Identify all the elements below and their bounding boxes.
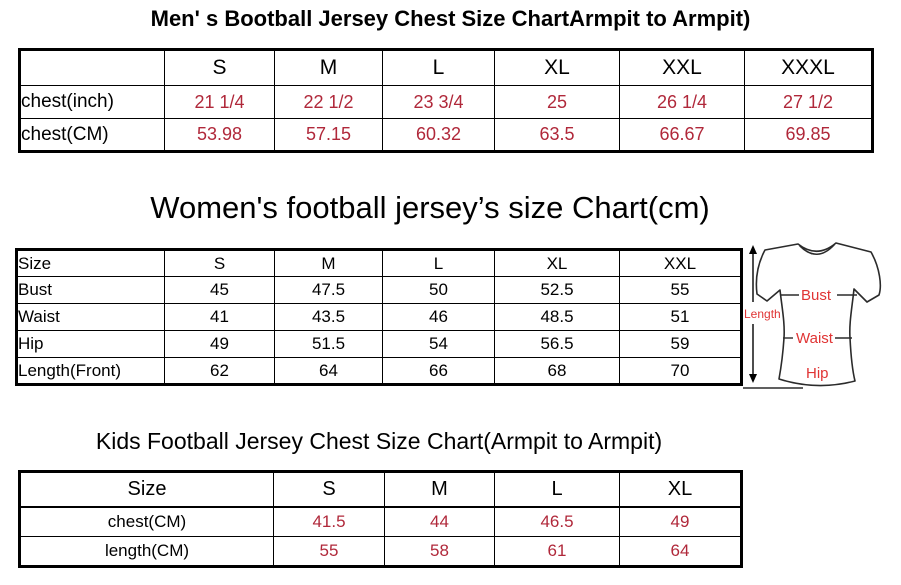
kids-header-l: L [494, 471, 620, 508]
kids-chart-title: Kids Football Jersey Chest Size Chart(Ar… [95, 428, 663, 454]
row-label: Waist [16, 303, 165, 331]
men-chest-inch-row: chest(inch) 21 1/4 22 1/2 23 3/4 25 26 1… [19, 85, 873, 119]
value-cell: 53.98 [164, 118, 275, 152]
men-header-empty [19, 49, 165, 86]
value-cell: 60.32 [382, 118, 495, 152]
women-size-table: Size S M L XL XXL Bust 45 47.5 50 52.5 5… [15, 248, 743, 386]
value-cell: 50 [382, 276, 495, 304]
value-cell: 21 1/4 [164, 85, 275, 119]
men-size-table: S M L XL XXL XXXL chest(inch) 21 1/4 22 … [18, 48, 874, 153]
value-cell: 46.5 [494, 506, 620, 537]
hip-label: Hip [806, 365, 829, 382]
kids-header-xl: XL [619, 471, 742, 508]
value-cell: 52.5 [494, 276, 620, 304]
men-header-xxxl: XXXL [744, 49, 873, 86]
men-header-xxl: XXL [619, 49, 745, 86]
kids-header-size: Size [19, 471, 274, 508]
value-cell: 46 [382, 303, 495, 331]
women-header-m: M [274, 249, 383, 277]
value-cell: 55 [619, 276, 742, 304]
row-label: chest(CM) [19, 118, 165, 152]
value-cell: 51 [619, 303, 742, 331]
measure-lines [743, 294, 857, 389]
men-chest-cm-row: chest(CM) 53.98 57.15 60.32 63.5 66.67 6… [19, 118, 873, 152]
value-cell: 68 [494, 357, 620, 385]
value-cell: 62 [164, 357, 275, 385]
men-chart-title: Men' s Bootball Jersey Chest Size ChartA… [150, 6, 751, 31]
row-label: Hip [16, 330, 165, 358]
waist-label: Waist [796, 330, 834, 347]
kids-chest-row: chest(CM) 41.5 44 46.5 49 [19, 506, 742, 537]
value-cell: 47.5 [274, 276, 383, 304]
length-label: Length [744, 307, 781, 321]
value-cell: 64 [274, 357, 383, 385]
women-chart-title: Women's football jersey’s size Chart(cm) [150, 190, 710, 225]
value-cell: 45 [164, 276, 275, 304]
kids-header-s: S [273, 471, 385, 508]
value-cell: 41.5 [273, 506, 385, 537]
men-header-row: S M L XL XXL XXXL [19, 49, 873, 86]
value-cell: 51.5 [274, 330, 383, 358]
men-header-s: S [164, 49, 275, 86]
kids-length-row: length(CM) 55 58 61 64 [19, 536, 742, 567]
value-cell: 61 [494, 536, 620, 567]
value-cell: 66.67 [619, 118, 745, 152]
value-cell: 48.5 [494, 303, 620, 331]
shirt-outline-icon [755, 242, 882, 387]
value-cell: 54 [382, 330, 495, 358]
value-cell: 44 [384, 506, 495, 537]
value-cell: 26 1/4 [619, 85, 745, 119]
women-header-size: Size [16, 249, 165, 277]
value-cell: 70 [619, 357, 742, 385]
shirt-measurement-diagram: Length Bust Waist Hip [740, 238, 901, 395]
value-cell: 25 [494, 85, 620, 119]
value-cell: 55 [273, 536, 385, 567]
women-header-l: L [382, 249, 495, 277]
men-header-xl: XL [494, 49, 620, 86]
bust-label: Bust [801, 287, 832, 304]
value-cell: 27 1/2 [744, 85, 873, 119]
kids-header-row: Size S M L XL [19, 471, 742, 508]
women-length-row: Length(Front) 62 64 66 68 70 [16, 357, 742, 385]
row-label: Length(Front) [16, 357, 165, 385]
value-cell: 59 [619, 330, 742, 358]
value-cell: 69.85 [744, 118, 873, 152]
women-waist-row: Waist 41 43.5 46 48.5 51 [16, 303, 742, 331]
women-header-s: S [164, 249, 275, 277]
value-cell: 22 1/2 [274, 85, 383, 119]
value-cell: 43.5 [274, 303, 383, 331]
men-header-m: M [274, 49, 383, 86]
women-hip-row: Hip 49 51.5 54 56.5 59 [16, 330, 742, 358]
value-cell: 41 [164, 303, 275, 331]
women-header-xl: XL [494, 249, 620, 277]
row-label: length(CM) [19, 536, 274, 567]
value-cell: 23 3/4 [382, 85, 495, 119]
kids-header-m: M [384, 471, 495, 508]
value-cell: 57.15 [274, 118, 383, 152]
value-cell: 56.5 [494, 330, 620, 358]
length-arrow-icon [749, 245, 757, 383]
row-label: Bust [16, 276, 165, 304]
value-cell: 49 [164, 330, 275, 358]
value-cell: 58 [384, 536, 495, 567]
row-label: chest(inch) [19, 85, 165, 119]
women-bust-row: Bust 45 47.5 50 52.5 55 [16, 276, 742, 304]
women-header-xxl: XXL [619, 249, 742, 277]
men-header-l: L [382, 49, 495, 86]
value-cell: 49 [619, 506, 742, 537]
value-cell: 66 [382, 357, 495, 385]
women-header-row: Size S M L XL XXL [16, 249, 742, 277]
value-cell: 63.5 [494, 118, 620, 152]
row-label: chest(CM) [19, 506, 274, 537]
kids-size-table: Size S M L XL chest(CM) 41.5 44 46.5 49 … [18, 470, 743, 568]
value-cell: 64 [619, 536, 742, 567]
